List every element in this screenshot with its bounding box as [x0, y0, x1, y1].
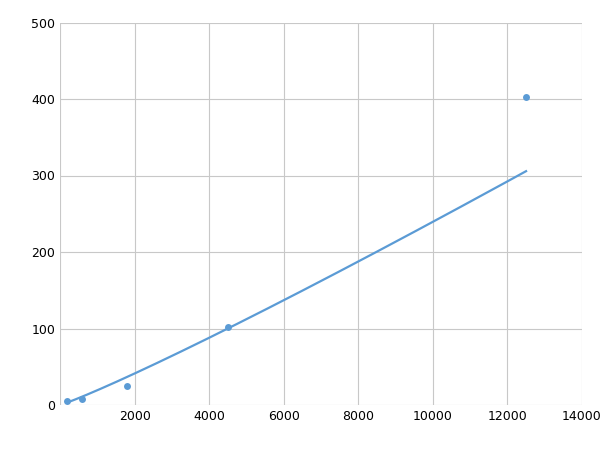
Point: [521, 94, 531, 101]
Point: [62, 398, 72, 405]
Point: [122, 382, 132, 390]
Point: [77, 395, 87, 402]
Point: [223, 324, 233, 331]
